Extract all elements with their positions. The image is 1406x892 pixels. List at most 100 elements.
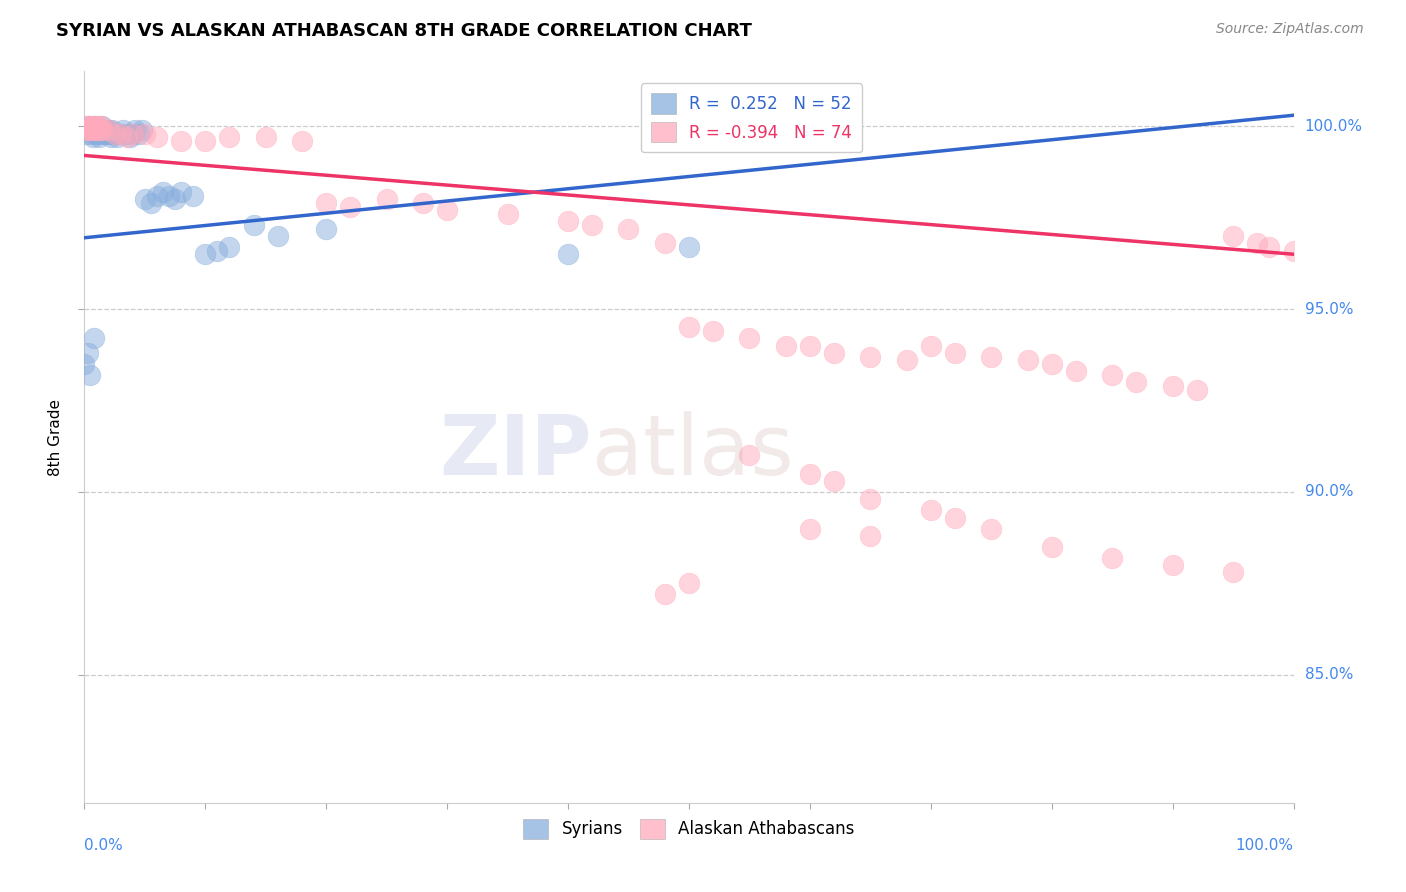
Point (738, 331, 761, 345)
Point (110, 127, 132, 141)
Point (859, 529, 882, 543)
Text: 100.0%: 100.0% (1305, 119, 1362, 134)
Point (75, 123, 97, 137)
Point (104, 127, 127, 141)
Point (980, 521, 1002, 535)
Point (96, 127, 118, 141)
Point (436, 203, 458, 218)
Point (97, 123, 120, 137)
Point (1017, 353, 1039, 368)
Point (1246, 236, 1268, 251)
Point (79, 123, 101, 137)
Point (617, 221, 640, 235)
Point (702, 324, 724, 338)
Point (121, 127, 143, 141)
Point (77, 123, 100, 137)
Point (89, 127, 111, 141)
Text: Source: ZipAtlas.com: Source: ZipAtlas.com (1216, 22, 1364, 37)
Point (97, 123, 120, 137)
Point (94, 127, 117, 141)
Point (77, 346, 100, 360)
Point (1222, 566, 1244, 580)
Point (89, 123, 111, 137)
Point (110, 127, 132, 141)
Point (165, 193, 187, 207)
Point (76, 119, 98, 133)
Text: ZIP: ZIP (440, 411, 592, 492)
Point (91, 123, 114, 137)
Point (943, 346, 966, 360)
Point (128, 127, 150, 141)
Text: 0.0%: 0.0% (84, 838, 124, 853)
Point (124, 123, 146, 137)
Point (90, 123, 112, 137)
Point (101, 123, 124, 137)
Point (82, 123, 104, 137)
Point (375, 193, 398, 207)
Point (77, 119, 100, 133)
Point (170, 134, 193, 148)
Point (775, 339, 797, 353)
Point (920, 339, 942, 353)
Point (678, 320, 700, 334)
Point (1185, 383, 1208, 397)
Point (94, 123, 117, 137)
Point (87, 119, 110, 133)
Point (1258, 240, 1281, 254)
Point (267, 228, 290, 243)
Point (77, 119, 100, 133)
Point (82, 130, 104, 145)
Point (1101, 368, 1123, 382)
Point (242, 218, 264, 232)
Point (823, 474, 845, 488)
Point (254, 130, 277, 145)
Point (86, 119, 108, 133)
Text: 100.0%: 100.0% (1236, 838, 1294, 853)
Point (339, 200, 361, 214)
Text: SYRIAN VS ALASKAN ATHABASCAN 8TH GRADE CORRELATION CHART: SYRIAN VS ALASKAN ATHABASCAN 8TH GRADE C… (56, 22, 752, 40)
Point (1101, 550, 1123, 565)
Point (557, 214, 579, 228)
Point (207, 244, 229, 258)
Text: 95.0%: 95.0% (1305, 301, 1353, 317)
Point (980, 350, 1002, 364)
Point (100, 130, 122, 145)
Legend: Syrians, Alaskan Athabascans: Syrians, Alaskan Athabascans (517, 812, 860, 846)
Point (799, 339, 821, 353)
Point (1040, 357, 1063, 371)
Point (87, 130, 110, 145)
Point (412, 196, 434, 211)
Point (83, 123, 105, 137)
Point (104, 127, 127, 141)
Point (170, 185, 193, 199)
Point (943, 510, 966, 524)
Point (859, 492, 882, 507)
Point (121, 127, 143, 141)
Point (1125, 375, 1147, 389)
Point (134, 127, 156, 141)
Point (79, 123, 101, 137)
Point (91, 119, 114, 133)
Point (1222, 228, 1244, 243)
Point (557, 247, 579, 261)
Point (80, 127, 103, 141)
Point (79, 368, 101, 382)
Point (315, 196, 337, 211)
Point (799, 467, 821, 481)
Text: 90.0%: 90.0% (1305, 484, 1353, 500)
Point (291, 134, 314, 148)
Point (131, 123, 153, 137)
Point (823, 346, 845, 360)
Point (105, 130, 128, 145)
Point (120, 130, 142, 145)
Point (86, 123, 108, 137)
Point (157, 188, 180, 202)
Point (315, 221, 337, 235)
Point (654, 236, 676, 251)
Point (194, 247, 217, 261)
Point (146, 188, 169, 202)
Point (86, 127, 108, 141)
Point (1282, 244, 1305, 258)
Point (73, 357, 96, 371)
Point (1064, 364, 1087, 378)
